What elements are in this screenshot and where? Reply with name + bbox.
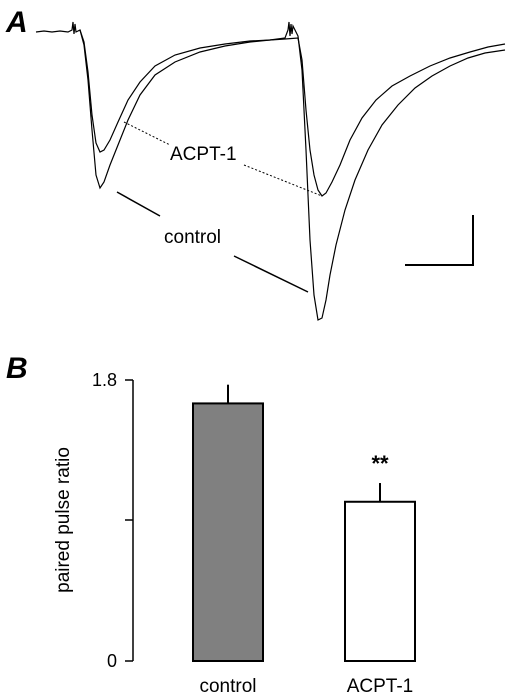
category-label-acpt-1: ACPT-1: [347, 676, 414, 697]
acpt-trace: [79, 29, 506, 197]
panel-b: B 1.8 0 paired pulse ratio control ACPT-1…: [6, 352, 416, 697]
category-label-control: control: [199, 676, 256, 697]
bars: control ACPT-1 **: [192, 384, 416, 697]
bar-control: [192, 402, 264, 662]
acpt-pointer-left: [123, 121, 171, 146]
panel-a-letter: A: [5, 6, 28, 39]
control-trace: [35, 21, 506, 321]
acpt-label: ACPT-1: [170, 144, 237, 165]
y-tick-label-bottom: 0: [107, 651, 117, 671]
acpt-pointer-right: [243, 164, 323, 197]
control-pointer-right: [233, 255, 309, 293]
bar-acpt-1: [344, 500, 416, 662]
control-label: control: [164, 227, 221, 248]
significance-marker: **: [371, 451, 389, 476]
y-axis-label: paired pulse ratio: [53, 447, 74, 593]
panel-b-letter: B: [6, 352, 28, 385]
y-tick-label-top: 1.8: [92, 370, 117, 390]
control-pointer-left: [116, 191, 161, 217]
panel-a: A ACPT-1 control: [5, 6, 506, 321]
scale-bar: [405, 215, 474, 266]
